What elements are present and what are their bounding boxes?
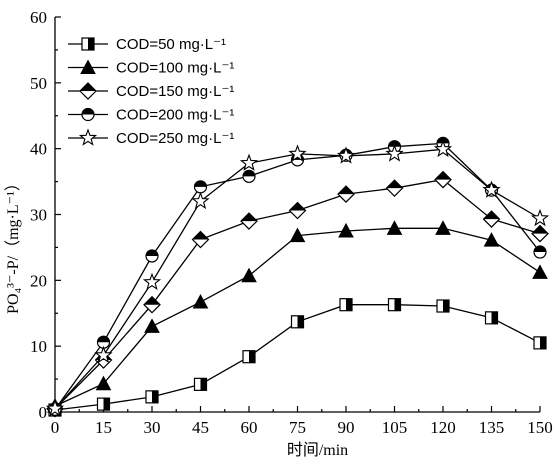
series-line — [54, 148, 541, 410]
data-point — [482, 180, 501, 198]
data-point — [482, 210, 501, 228]
y-tick-label: 30 — [30, 206, 47, 225]
data-point — [239, 153, 259, 171]
y-tick-label: 40 — [30, 140, 47, 159]
data-point — [484, 311, 499, 325]
legend-marker — [81, 107, 95, 122]
legend: COD=50 mg·L⁻¹ COD=100 mg·L⁻¹ COD=150 mg·L⁻… — [68, 36, 234, 147]
x-tick-label: 15 — [95, 418, 112, 437]
series-line — [54, 142, 541, 410]
y-tick-label: 10 — [30, 337, 47, 356]
data-point — [45, 399, 65, 417]
y-axis-ticks: 0 10 20 30 40 50 60 — [30, 8, 61, 422]
data-point — [385, 179, 404, 198]
data-point — [144, 318, 160, 333]
data-point — [533, 245, 547, 259]
data-point — [338, 222, 354, 238]
x-tick-label: 135 — [479, 418, 505, 437]
data-point — [387, 298, 402, 312]
x-tick-label: 105 — [382, 418, 408, 437]
legend-label: COD=200 mg·L⁻¹ — [116, 107, 234, 124]
data-point — [531, 224, 549, 243]
data-point — [435, 220, 451, 235]
legend-item: COD=100 mg·L⁻¹ — [68, 59, 234, 77]
legend-item: COD=50 mg·L⁻¹ — [68, 36, 226, 53]
data-point — [483, 232, 500, 247]
data-point — [532, 264, 548, 279]
y-tick-label: 20 — [30, 271, 47, 290]
data-point — [533, 336, 547, 350]
legend-marker — [79, 82, 97, 100]
series-3 — [46, 170, 549, 418]
x-axis-title: 时间/min — [287, 441, 348, 459]
data-point — [145, 249, 159, 263]
data-point — [145, 390, 159, 404]
series-layer — [45, 136, 550, 418]
data-point — [336, 146, 356, 164]
y-tick-label: 50 — [30, 74, 47, 93]
data-point — [193, 180, 208, 194]
data-point — [192, 294, 209, 309]
data-point — [241, 267, 257, 283]
data-point — [288, 201, 307, 220]
data-point — [434, 170, 452, 189]
legend-item: COD=150 mg·L⁻¹ — [68, 82, 234, 100]
data-point — [530, 208, 550, 227]
data-point — [240, 212, 258, 230]
data-point — [143, 295, 161, 314]
x-tick-label: 45 — [192, 418, 209, 437]
data-point — [95, 375, 112, 391]
y-axis-title: PO₄³⁻-P/（mg·L⁻¹） — [4, 175, 22, 314]
legend-label: COD=100 mg·L⁻¹ — [116, 60, 234, 77]
series-1 — [48, 298, 547, 417]
legend-item: COD=250 mg·L⁻¹ — [68, 128, 234, 147]
data-point — [288, 144, 307, 162]
x-tick-label: 150 — [527, 418, 553, 437]
series-4 — [48, 136, 547, 416]
data-point — [290, 315, 305, 329]
legend-marker — [80, 59, 96, 74]
x-tick-label: 30 — [144, 418, 161, 437]
x-tick-label: 75 — [289, 418, 306, 437]
series-5 — [45, 139, 550, 417]
y-tick-label: 0 — [39, 403, 48, 422]
data-point — [96, 335, 111, 349]
data-point — [142, 272, 162, 291]
data-point — [242, 169, 256, 183]
data-point — [436, 299, 450, 313]
data-point — [96, 397, 111, 411]
data-point — [386, 220, 403, 235]
legend-item: COD=200 mg·L⁻¹ — [68, 107, 234, 124]
x-tick-label: 60 — [241, 418, 258, 437]
legend-marker — [81, 37, 95, 51]
y-tick-label: 60 — [30, 8, 47, 27]
x-tick-label: 90 — [338, 418, 355, 437]
data-point — [433, 139, 453, 158]
data-point — [337, 185, 355, 203]
legend-label: COD=250 mg·L⁻¹ — [116, 130, 234, 147]
series-2 — [47, 220, 548, 413]
x-axis-ticks: 0 15 30 45 60 75 90 105 120 135 150 — [51, 406, 553, 437]
data-point — [385, 144, 404, 162]
data-point — [191, 191, 210, 210]
data-point — [289, 227, 306, 243]
data-point — [339, 298, 353, 312]
legend-marker — [78, 128, 98, 146]
data-point — [242, 350, 256, 364]
legend-label: COD=50 mg·L⁻¹ — [116, 36, 226, 53]
x-tick-label: 0 — [51, 418, 60, 437]
data-point — [193, 377, 208, 391]
data-point — [94, 345, 113, 364]
x-tick-label: 120 — [430, 418, 456, 437]
data-point — [191, 230, 210, 249]
legend-label: COD=150 mg·L⁻¹ — [116, 83, 234, 100]
